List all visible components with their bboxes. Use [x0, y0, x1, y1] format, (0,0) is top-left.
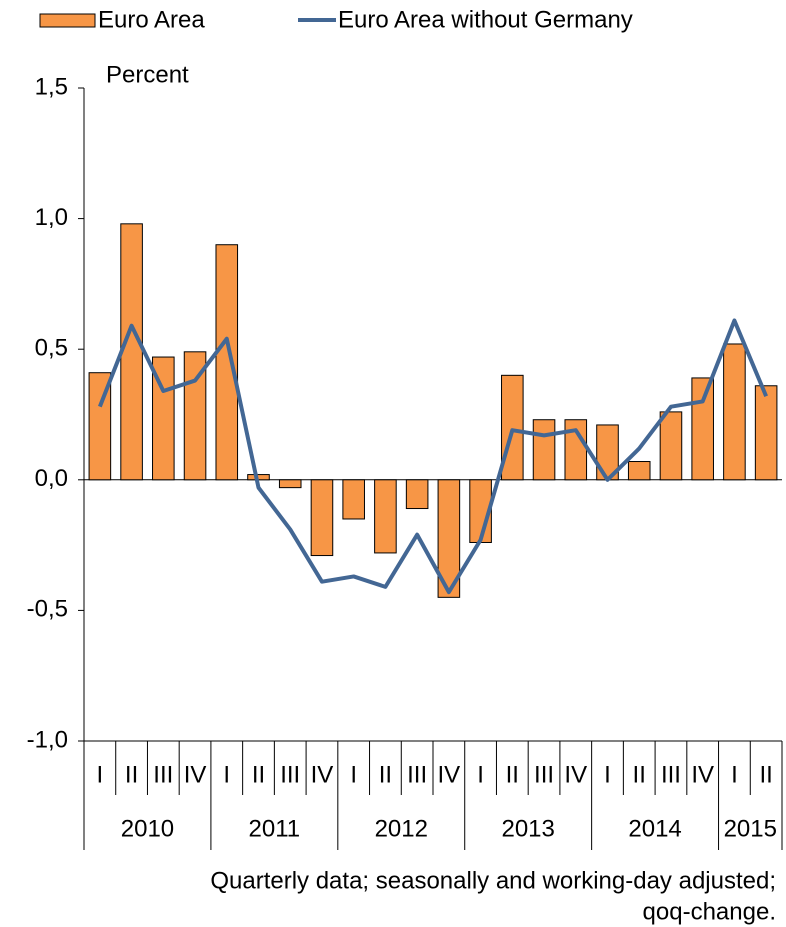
y-tick-label: -0,5 [27, 596, 68, 623]
x-tick-label: III [534, 761, 554, 788]
legend-label: Euro Area without Germany [338, 6, 633, 33]
x-tick-label: IV [438, 761, 461, 788]
y-tick-label: 0,5 [35, 335, 68, 362]
bar [723, 343, 746, 481]
x-tick-label: IV [184, 761, 207, 788]
x-tick-label: I [604, 761, 611, 788]
x-tick-label: III [661, 761, 681, 788]
x-tick-label: IV [691, 761, 714, 788]
note: Quarterly data; seasonally and working-d… [210, 867, 776, 894]
bar [374, 479, 397, 554]
x-group-label: 2014 [628, 815, 681, 842]
bar [120, 223, 143, 481]
x-tick-label: I [731, 761, 738, 788]
x-group-label: 2013 [501, 815, 554, 842]
y-tick-label: 0,0 [35, 465, 68, 492]
y-axis-label: Percent [106, 61, 189, 88]
x-tick-label: II [633, 761, 646, 788]
bar [754, 385, 778, 481]
x-group-label: 2011 [249, 815, 301, 842]
x-tick-label: I [223, 761, 230, 788]
x-tick-label: II [252, 761, 265, 788]
y-tick-label: 1,0 [35, 204, 68, 231]
x-tick-label: IV [311, 761, 334, 788]
x-tick-label: II [759, 761, 772, 788]
bar [310, 479, 334, 557]
x-tick-label: I [477, 761, 484, 788]
bar [405, 479, 429, 510]
legend-label: Euro Area [98, 6, 205, 33]
x-tick-label: II [379, 761, 392, 788]
y-tick-label: -1,0 [27, 726, 68, 753]
bar [627, 461, 651, 481]
note: qoq-change. [643, 898, 776, 925]
x-tick-label: III [153, 761, 173, 788]
bar [342, 479, 365, 520]
bar [215, 244, 239, 481]
bar [691, 377, 714, 481]
bar [532, 419, 556, 481]
bar [278, 479, 302, 489]
y-tick-label: 1,5 [35, 73, 68, 100]
bar [437, 479, 461, 598]
x-group-label: 2012 [375, 815, 428, 842]
x-tick-label: I [97, 761, 104, 788]
x-tick-label: II [125, 761, 138, 788]
bar [88, 372, 112, 481]
bar [659, 411, 683, 481]
x-group-label: 2010 [121, 815, 174, 842]
x-tick-label: III [407, 761, 427, 788]
x-tick-label: II [506, 761, 519, 788]
x-tick-label: I [350, 761, 357, 788]
x-group-label: 2015 [724, 815, 777, 842]
bar [501, 374, 524, 481]
x-tick-label: III [280, 761, 300, 788]
line [98, 318, 768, 595]
legend-swatch [39, 13, 96, 28]
x-tick-label: IV [564, 761, 587, 788]
